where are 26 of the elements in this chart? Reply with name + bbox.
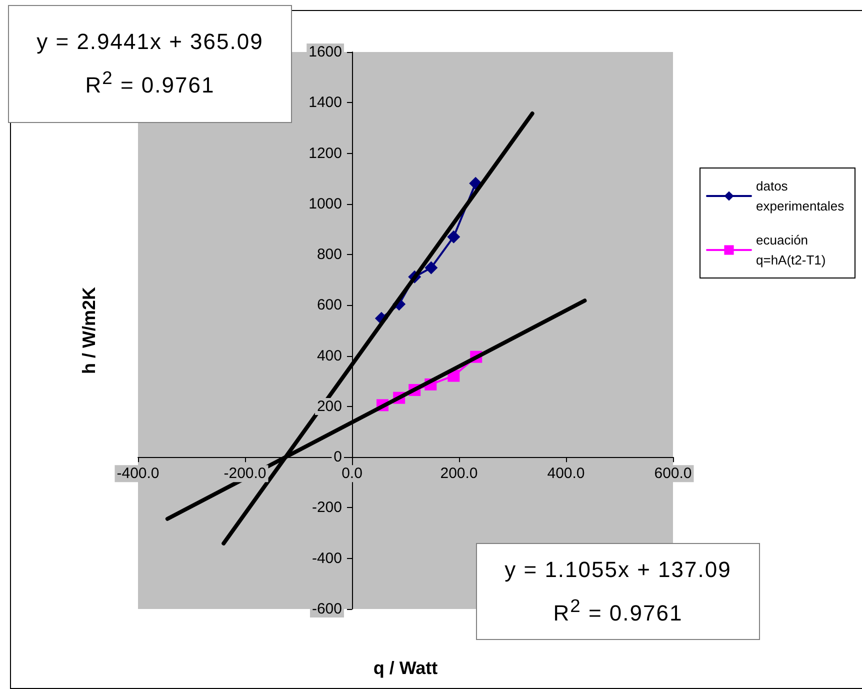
y-tick-label: 1400: [308, 94, 342, 112]
y-tick-label: -400: [312, 550, 342, 567]
x-tick-label: -400.0: [116, 465, 160, 482]
y-axis-title: h / W/m2K: [79, 286, 99, 374]
y-tick-label: 600: [316, 296, 342, 314]
y-tick-label: 1600: [308, 44, 342, 60]
x-tick-label: 600.0: [654, 465, 692, 482]
legend-label: ecuación q=hA(t2-T1): [756, 232, 826, 268]
annotation: y = 1.1055x + 137.09 R$^{2}$ = 0.9761: [504, 556, 732, 628]
x-axis-title: q / Watt: [373, 658, 438, 678]
y-tick-label: 800: [316, 246, 342, 264]
point: [447, 230, 460, 244]
annotation: y = 2.9441x + 365.09 R$^{2}$ = 0.9761: [36, 28, 264, 100]
x-tick-label: 0.0: [342, 465, 362, 482]
y-tick-label: 1200: [308, 144, 342, 162]
y-tick-label: 1000: [308, 195, 342, 212]
x-tick-label: 200.0: [440, 465, 478, 482]
y-tick-label: -200: [312, 499, 342, 516]
y-tick-label: 400: [316, 347, 342, 364]
y-tick-label: 200: [316, 398, 342, 415]
point: [424, 261, 438, 274]
y-tick-label: -600: [312, 600, 342, 618]
x-tick-label: 400.0: [547, 465, 585, 482]
x-tick-label: -200.0: [224, 465, 266, 482]
y-tick-label: 0: [334, 448, 342, 466]
legend-label: datos experimentales: [756, 178, 845, 214]
